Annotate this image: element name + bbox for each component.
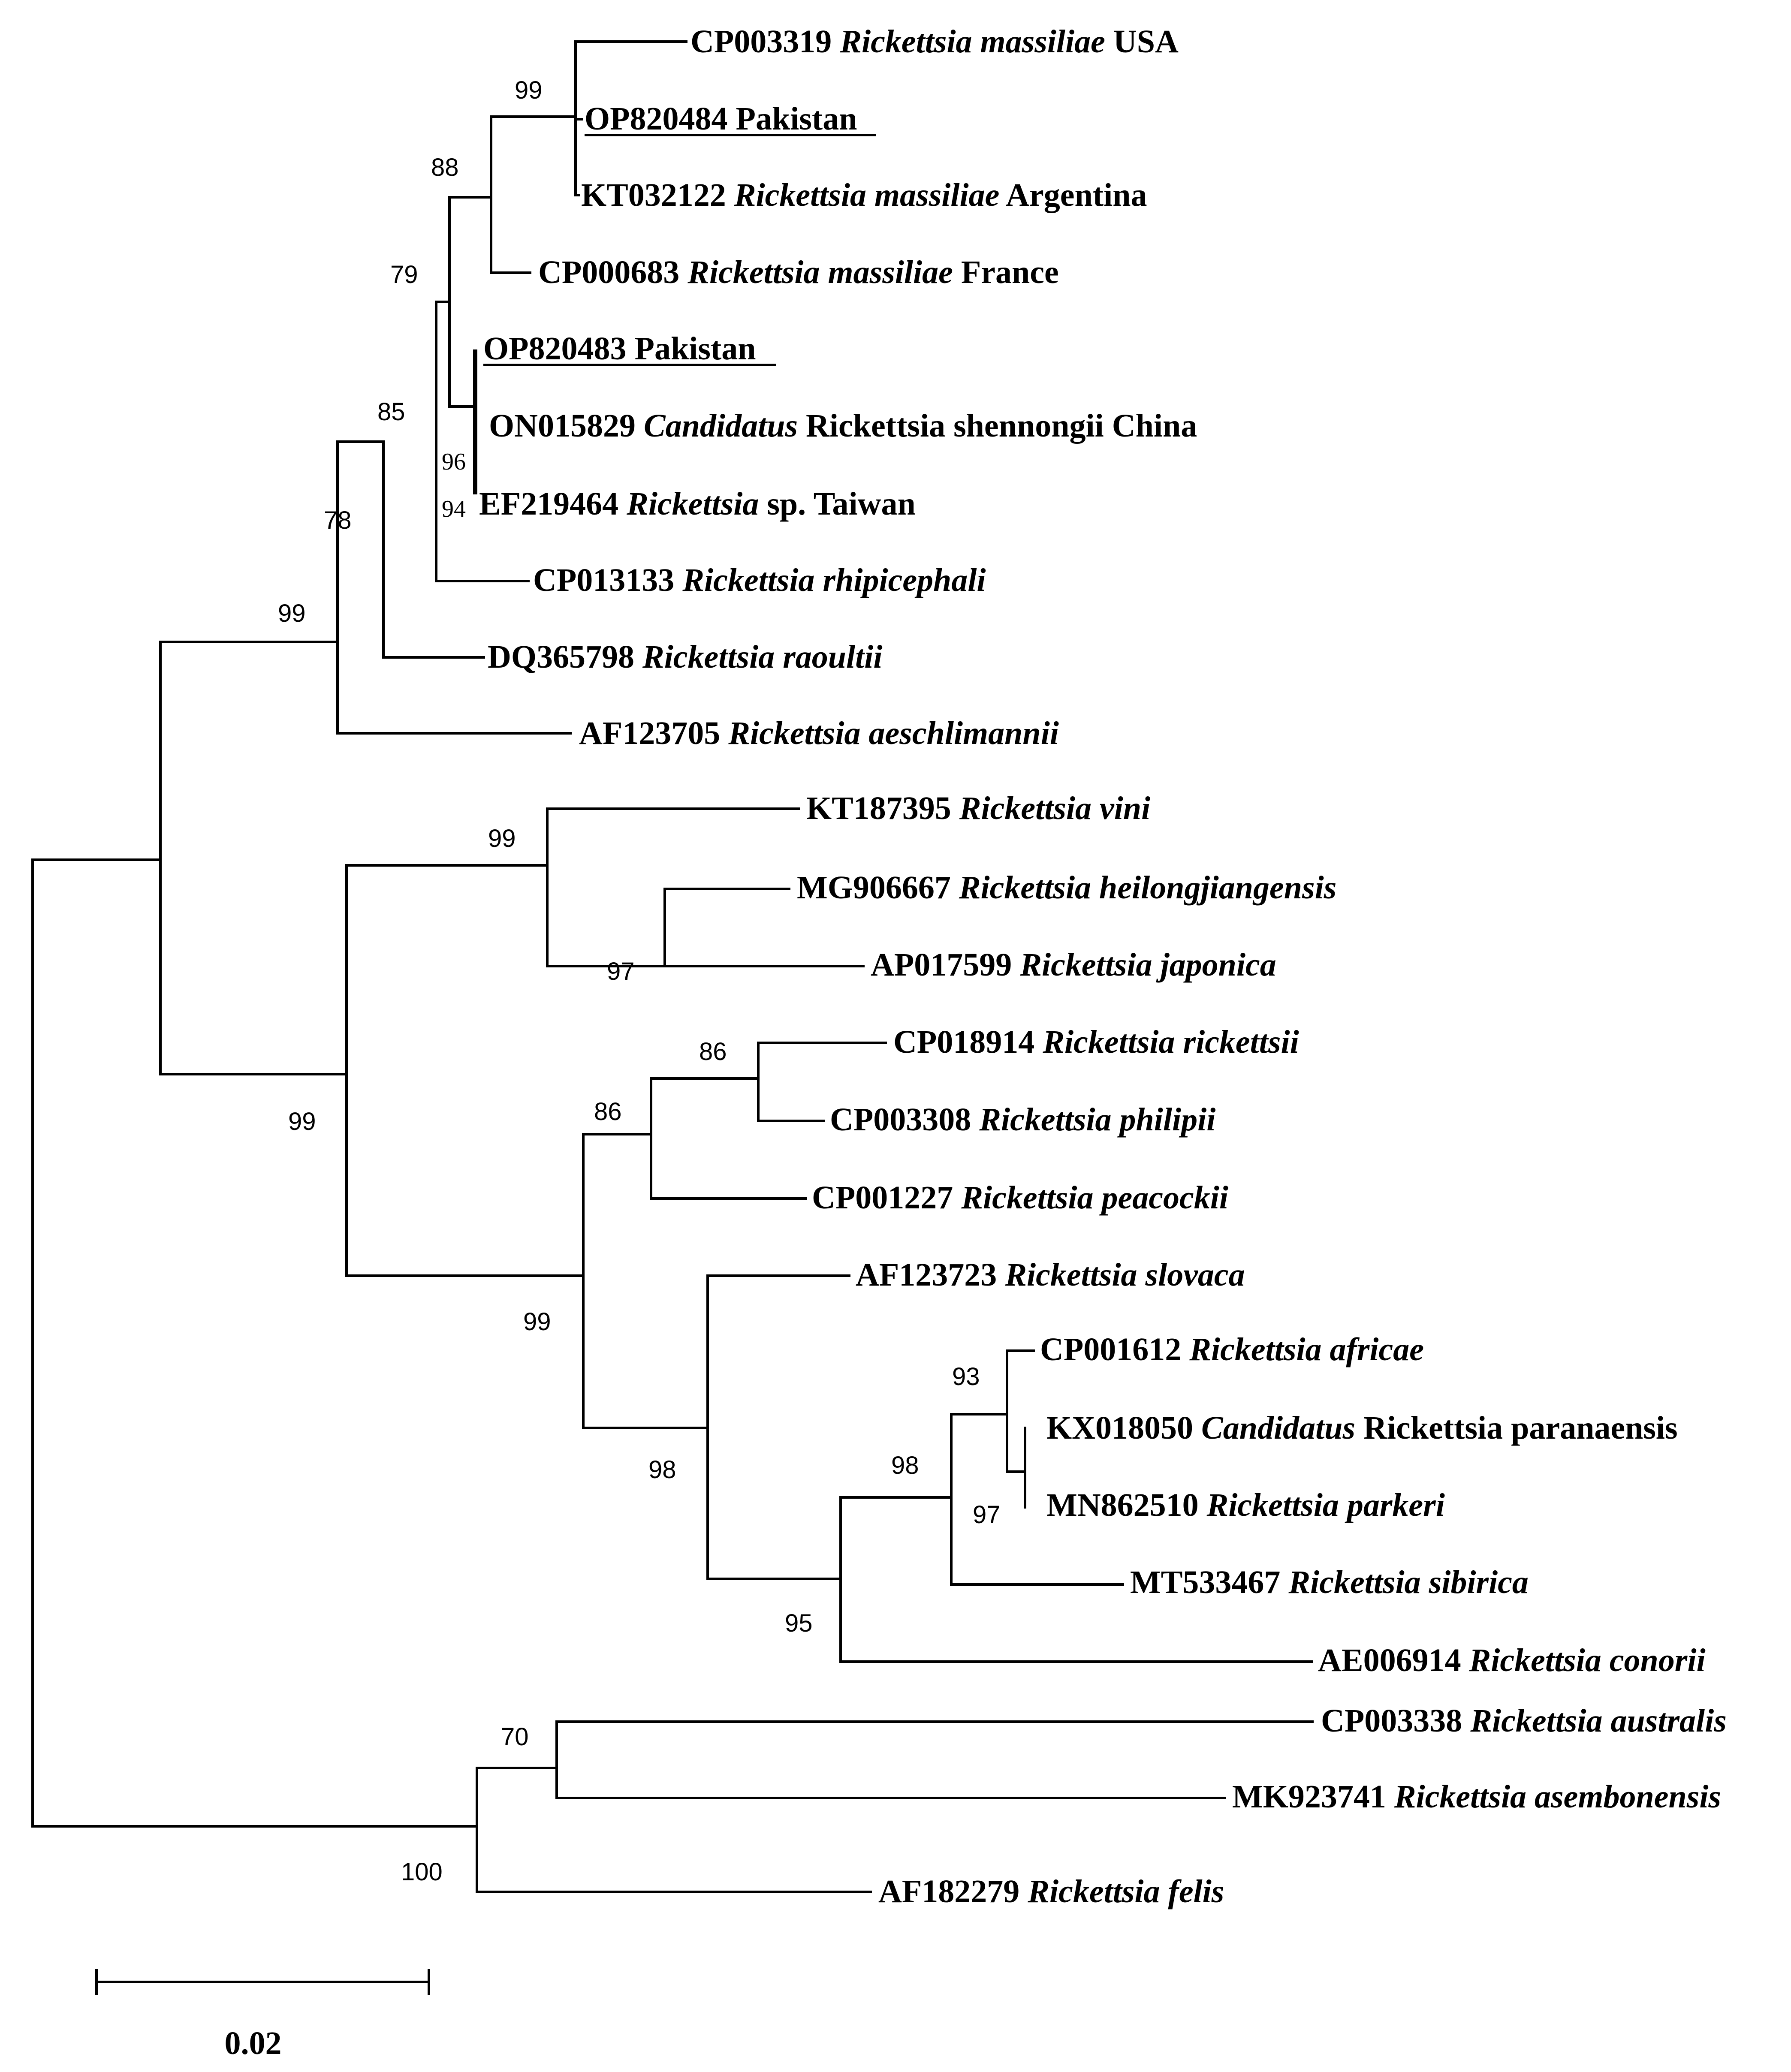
bootstrap-africae-pair: 93 — [952, 1363, 980, 1391]
bootstrap-taiwan-pair: 94 — [442, 496, 466, 522]
leaf-AP017599: AP017599 Rickettsia japonica — [871, 947, 1276, 983]
leaf-CP003319: CP003319 Rickettsia massiliae USA — [690, 24, 1179, 60]
branch-vini-group — [546, 807, 800, 967]
leaf-MN862510: MN862510 Rickettsia parkeri — [1046, 1487, 1445, 1523]
branch-africae-pair — [1006, 1349, 1035, 1473]
branch-slovaca-group — [706, 1274, 850, 1580]
leaf-ON015829: ON015829 Candidatus Rickettsia shennongi… — [489, 408, 1197, 444]
branch-raoultii-group — [382, 440, 485, 659]
scale-bar-line — [95, 1969, 430, 1995]
bootstrap-slovaca-group: 98 — [648, 1456, 676, 1484]
branch-upper-clade — [159, 641, 348, 1075]
branch-massiliae-pakistan — [448, 196, 492, 408]
leaf-CP018914: CP018914 Rickettsia rickettsii — [893, 1024, 1299, 1060]
tree-branches — [31, 40, 1314, 1893]
leaf-AE006914: AE006914 Rickettsia conorii — [1318, 1642, 1706, 1678]
leaf-CP001612: CP001612 Rickettsia africae — [1040, 1331, 1424, 1367]
leaf-KX018050: KX018050 Candidatus Rickettsia paranaens… — [1046, 1410, 1678, 1446]
branch-root — [31, 858, 478, 1828]
branch-conorii-group — [839, 1496, 1313, 1663]
bootstrap-lower-sfg: 99 — [523, 1308, 551, 1336]
leaf-AF123705: AF123705 Rickettsia aeschlimannii — [579, 715, 1059, 751]
bootstrap-upper-clade: 99 — [278, 599, 306, 627]
leaf-MT533467: MT533467 Rickettsia sibirica — [1130, 1564, 1529, 1600]
leaf-labels: CP003319 Rickettsia massiliae USA OP8204… — [479, 24, 1727, 1909]
leaf-CP000683: CP000683 Rickettsia massiliae France — [538, 254, 1059, 290]
bootstrap-rickettsii-philipii: 86 — [699, 1038, 727, 1066]
leaf-CP013133: CP013133 Rickettsia rhipicephali — [533, 562, 986, 598]
bootstrap-values: 99 88 79 96 94 85 78 99 99 97 99 86 86 9… — [278, 76, 1001, 1886]
branch-massiliae-group — [490, 115, 577, 274]
leaf-CP003338: CP003338 Rickettsia australis — [1321, 1703, 1727, 1739]
bootstrap-conorii-group: 95 — [785, 1609, 813, 1637]
leaf-MK923741: MK923741 Rickettsia asembonensis — [1232, 1779, 1721, 1815]
bootstrap-shennongii-pair: 96 — [442, 449, 466, 475]
bootstrap-massiliae-pakistan: 79 — [390, 261, 418, 289]
leaf-CP003308: CP003308 Rickettsia philipii — [830, 1102, 1215, 1138]
leaf-AF123723: AF123723 Rickettsia slovaca — [856, 1257, 1245, 1293]
bootstrap-rhipicephali-group: 85 — [377, 398, 405, 426]
branch-rhipicephali-group — [435, 301, 530, 582]
branch-lower-sfg — [582, 1133, 709, 1429]
branch-australis-asembonensis — [476, 1720, 1314, 1799]
leaf-AF182279: AF182279 Rickettsia felis — [878, 1873, 1224, 1909]
bootstrap-massiliae-usa-arg: 99 — [515, 76, 543, 104]
scale-bar: 0.02 — [95, 1969, 430, 2061]
bootstrap-raoultii-group: 78 — [324, 506, 352, 534]
bootstrap-massiliae-group: 88 — [431, 154, 459, 181]
branch-massiliae-usa-arg — [574, 40, 687, 196]
leaf-EF219464: EF219464 Rickettsia sp. Taiwan — [479, 486, 916, 522]
leaf-OP820484: OP820484 Pakistan — [585, 101, 857, 137]
leaf-OP820483: OP820483 Pakistan — [483, 331, 756, 367]
leaf-CP001227: CP001227 Rickettsia peacockii — [812, 1180, 1228, 1216]
leaf-KT187395: KT187395 Rickettsia vini — [806, 790, 1150, 826]
branch-main-sfg — [345, 864, 585, 1277]
leaf-KT032122: KT032122 Rickettsia massiliae Argentina — [581, 177, 1147, 213]
leaf-MG906667: MG906667 Rickettsia heilongjiangensis — [797, 870, 1336, 906]
branch-rickettsii-philipii — [757, 1042, 887, 1122]
branch-transitional-group — [476, 1767, 872, 1893]
bootstrap-australis-asembonensis: 70 — [501, 1723, 529, 1751]
leaf-DQ365798: DQ365798 Rickettsia raoultii — [488, 639, 883, 675]
bootstrap-heilong-japonica: 97 — [607, 958, 635, 985]
branch-heilong-japonica — [663, 888, 865, 967]
branch-africae-group — [950, 1413, 1124, 1586]
bootstrap-paranaensis-parkeri: 97 — [973, 1501, 1001, 1529]
bootstrap-main-sfg: 99 — [288, 1108, 316, 1135]
bootstrap-vini-group: 99 — [488, 825, 516, 852]
branch-aeschlimannii-group — [336, 440, 572, 735]
scale-bar-label: 0.02 — [225, 2025, 282, 2061]
bootstrap-rickettsii-group: 86 — [594, 1098, 622, 1126]
bootstrap-africae-group: 98 — [891, 1452, 919, 1479]
branch-rickettsii-group — [650, 1077, 807, 1200]
bootstrap-transitional-group: 100 — [401, 1858, 443, 1886]
